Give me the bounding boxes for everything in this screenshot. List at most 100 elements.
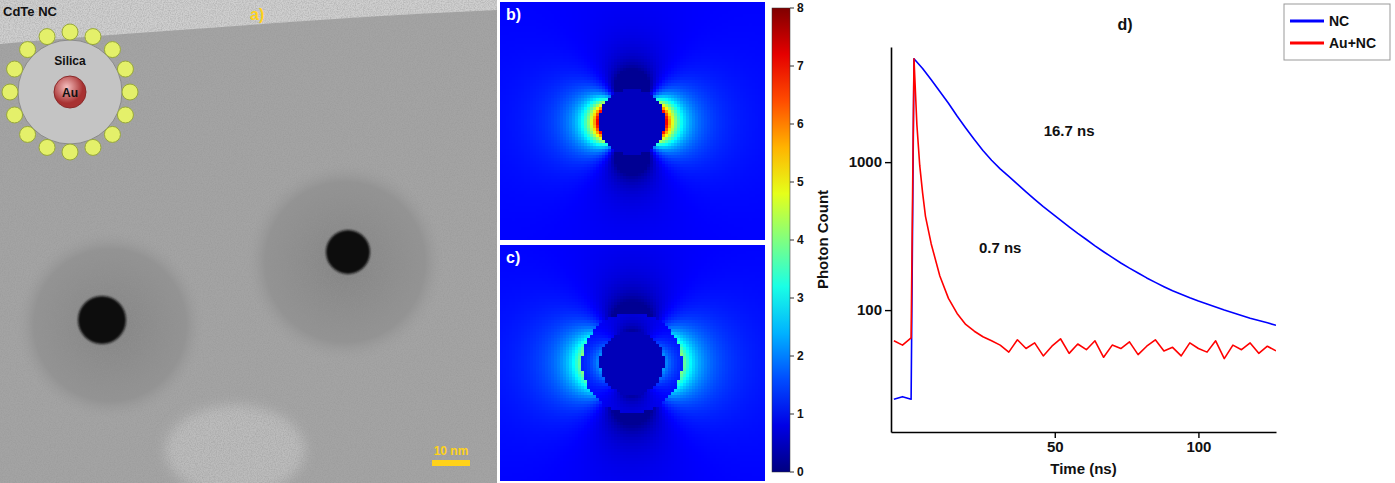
field-cell	[563, 14, 566, 17]
field-cell	[605, 38, 608, 41]
field-cell	[548, 23, 551, 26]
field-cell	[683, 38, 686, 41]
field-cell	[713, 50, 716, 53]
field-cell	[581, 17, 584, 20]
field-cell	[587, 35, 590, 38]
field-cell	[551, 50, 554, 53]
field-cell	[557, 65, 560, 68]
field-cell	[725, 59, 728, 62]
field-cell	[569, 2, 572, 5]
field-cell	[560, 26, 563, 29]
field-cell	[557, 59, 560, 62]
field-cell	[749, 26, 752, 29]
field-cell	[698, 29, 701, 32]
field-cell	[713, 38, 716, 41]
field-cell	[680, 26, 683, 29]
field-cell	[758, 65, 761, 68]
field-cell	[500, 2, 503, 5]
field-cell	[737, 56, 740, 59]
field-cell	[551, 14, 554, 17]
field-cell	[539, 53, 542, 56]
field-cell	[587, 32, 590, 35]
field-cell	[554, 11, 557, 14]
field-cell	[626, 38, 629, 41]
field-cell	[749, 14, 752, 17]
field-cell	[584, 2, 587, 5]
field-cell	[695, 5, 698, 8]
field-cell	[734, 50, 737, 53]
field-cell	[764, 5, 765, 8]
field-cell	[674, 32, 677, 35]
field-cell	[545, 62, 548, 65]
field-cell	[557, 20, 560, 23]
field-cell	[689, 23, 692, 26]
field-cell	[740, 17, 743, 20]
field-cell	[650, 14, 653, 17]
field-cell	[626, 32, 629, 35]
field-cell	[677, 41, 680, 44]
field-cell	[587, 38, 590, 41]
field-cell	[527, 2, 530, 5]
field-cell	[647, 65, 650, 68]
field-cell	[548, 26, 551, 29]
field-cell	[674, 38, 677, 41]
field-cell	[698, 47, 701, 50]
field-cell	[665, 41, 668, 44]
field-cell	[569, 53, 572, 56]
field-cell	[695, 26, 698, 29]
field-cell	[533, 23, 536, 26]
field-cell	[722, 20, 725, 23]
field-cell	[719, 56, 722, 59]
field-cell	[659, 41, 662, 44]
field-cell	[713, 53, 716, 56]
field-cell	[527, 53, 530, 56]
field-cell	[617, 17, 620, 20]
field-cell	[566, 35, 569, 38]
field-cell	[623, 2, 626, 5]
field-cell	[530, 29, 533, 32]
field-cell	[578, 59, 581, 62]
field-cell	[761, 29, 764, 32]
field-cell	[521, 59, 524, 62]
field-cell	[674, 8, 677, 11]
field-cell	[689, 59, 692, 62]
field-cell	[653, 32, 656, 35]
field-cell	[560, 56, 563, 59]
field-cell	[593, 5, 596, 8]
field-cell	[746, 65, 749, 68]
field-cell	[566, 29, 569, 32]
field-cell	[596, 47, 599, 50]
field-cell	[644, 50, 647, 53]
field-cell	[503, 53, 506, 56]
field-cell	[716, 17, 719, 20]
field-cell	[665, 56, 668, 59]
field-cell	[596, 56, 599, 59]
field-cell	[650, 44, 653, 47]
field-cell	[674, 17, 677, 20]
field-cell	[578, 32, 581, 35]
field-cell	[569, 5, 572, 8]
field-cell	[716, 41, 719, 44]
field-cell	[629, 44, 632, 47]
field-cell	[719, 50, 722, 53]
field-cell	[620, 32, 623, 35]
field-cell	[530, 5, 533, 8]
field-cell	[572, 5, 575, 8]
field-cell	[563, 47, 566, 50]
field-cell	[641, 65, 644, 68]
field-cell	[638, 62, 641, 65]
field-cell	[665, 20, 668, 23]
field-cell	[707, 35, 710, 38]
field-cell	[626, 5, 629, 8]
field-cell	[698, 5, 701, 8]
field-cell	[584, 17, 587, 20]
field-cell	[506, 2, 509, 5]
field-cell	[587, 56, 590, 59]
field-cell	[509, 53, 512, 56]
field-cell	[737, 59, 740, 62]
field-cell	[554, 8, 557, 11]
field-cell	[653, 23, 656, 26]
field-cell	[647, 5, 650, 8]
field-cell	[644, 32, 647, 35]
field-cell	[665, 35, 668, 38]
